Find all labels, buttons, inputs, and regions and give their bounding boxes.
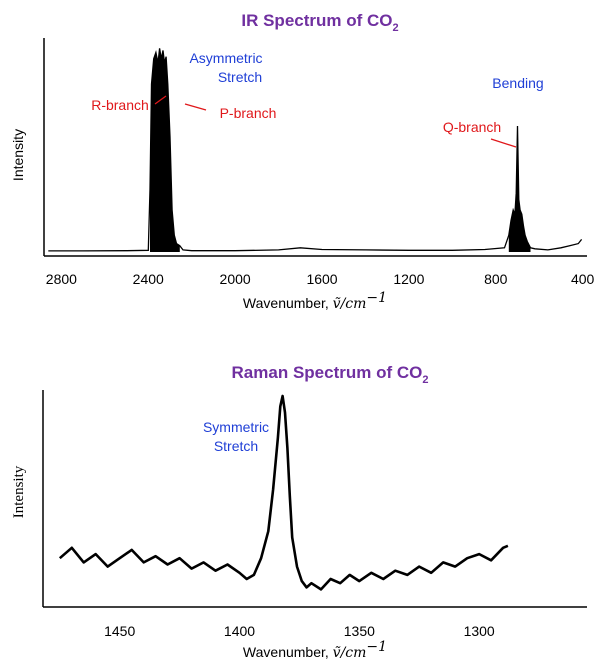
ir-chart: IR Spectrum of CO2 Intensity 2800 2400 200… — [10, 11, 595, 312]
raman-x-tick-label: 1350 — [344, 623, 375, 639]
raman-x-axis-label: Wavenumber, ṽ/cm−1 — [243, 639, 387, 661]
ir-bending-label: Bending — [492, 75, 543, 91]
ir-x-tick-label: 2400 — [133, 271, 164, 287]
raman-stretch-label: Stretch — [214, 438, 258, 454]
ir-stretch-label: Stretch — [218, 69, 262, 85]
raman-x-tick-label: 1450 — [104, 623, 135, 639]
ir-x-tick-label: 400 — [571, 271, 595, 287]
ir-x-tick-label: 2000 — [220, 271, 251, 287]
ir-asymmetric-label: Asymmetric — [189, 50, 262, 66]
ir-asym-band-fill — [150, 48, 180, 252]
ir-y-axis-label: Intensity — [10, 129, 26, 181]
ir-x-tick-label: 800 — [484, 271, 508, 287]
ir-q-branch-label: Q-branch — [443, 119, 501, 135]
ir-r-branch-pointer — [154, 95, 167, 105]
ir-q-branch-pointer — [490, 138, 517, 148]
raman-symmetric-label: Symmetric — [203, 419, 269, 435]
raman-x-tick-label: 1400 — [224, 623, 255, 639]
raman-spectrum-line — [58, 394, 509, 591]
ir-x-axis-label: Wavenumber, ṽ/cm−1 — [243, 290, 387, 312]
ir-x-tick-label: 2800 — [46, 271, 77, 287]
raman-x-tick-label: 1300 — [464, 623, 495, 639]
ir-r-branch-label: R-branch — [91, 97, 149, 113]
ir-p-branch-label: P-branch — [220, 105, 277, 121]
ir-x-tick-label: 1600 — [306, 271, 337, 287]
raman-x-tick-labels: 1450 1400 1350 1300 — [104, 623, 495, 639]
raman-y-axis-label: Intensity — [11, 465, 27, 518]
ir-p-branch-pointer — [184, 103, 207, 111]
raman-chart-title: Raman Spectrum of CO2 — [232, 363, 429, 386]
raman-chart: Raman Spectrum of CO2 Intensity 1450 1400… — [11, 363, 587, 661]
ir-bend-band-fill — [508, 126, 531, 252]
ir-x-tick-label: 1200 — [393, 271, 424, 287]
ir-chart-title: IR Spectrum of CO2 — [241, 11, 398, 34]
ir-x-tick-labels: 2800 2400 2000 1600 1200 800 400 — [46, 271, 595, 287]
